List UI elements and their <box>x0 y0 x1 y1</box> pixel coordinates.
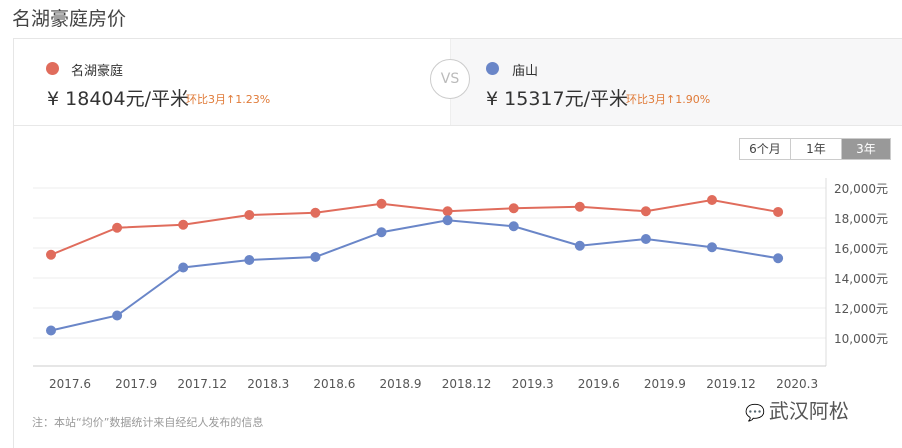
x-tick-label: 2019.3 <box>512 377 554 391</box>
period-selector: 6个月 1年 3年 <box>739 138 891 160</box>
data-point[interactable] <box>442 206 453 217</box>
currency: ¥ <box>47 88 60 110</box>
data-point[interactable] <box>508 221 519 232</box>
data-point[interactable] <box>178 219 189 230</box>
compare-left: 名湖豪庭 ¥ 18404元/平米 环比3月↑1.23% <box>14 39 450 125</box>
data-point[interactable] <box>442 215 453 226</box>
y-tick-labels: 20,000元 18,000元 16,000元 14,000元 12,000元 10,00… <box>834 182 888 346</box>
y-tick-label: 12,000元 <box>834 302 888 316</box>
data-point[interactable] <box>46 325 56 336</box>
comparison-header: 名湖豪庭 ¥ 18404元/平米 环比3月↑1.23% 庙山 ¥ 15317元/… <box>14 39 902 126</box>
data-point[interactable] <box>773 206 784 217</box>
y-tick-label: 10,000元 <box>834 332 888 346</box>
data-point[interactable] <box>244 255 255 265</box>
x-tick-label: 2018.6 <box>313 377 355 391</box>
x-tick-label: 2018.9 <box>380 377 422 391</box>
x-tick-label: 2018.3 <box>247 377 289 391</box>
y-tick-label: 14,000元 <box>834 272 888 286</box>
series-dot-icon <box>486 62 499 75</box>
x-tick-labels: 2017.6 2017.9 2017.12 2018.3 2018.6 2018.9 201… <box>49 377 818 391</box>
currency: ¥ <box>486 88 499 110</box>
watermark-text: 武汉阿松 <box>768 399 849 423</box>
x-tick-label: 2017.9 <box>115 377 157 391</box>
left-price: ¥ 18404元/平米 <box>47 84 189 111</box>
data-point[interactable] <box>376 198 387 209</box>
data-point[interactable] <box>508 203 519 214</box>
left-change: 环比3月↑1.23% <box>186 93 271 106</box>
price-comparison-card: 名湖豪庭 ¥ 18404元/平米 环比3月↑1.23% 庙山 ¥ 15317元/… <box>13 38 902 448</box>
y-tick-label: 16,000元 <box>834 242 888 256</box>
data-point[interactable] <box>773 253 784 264</box>
data-point[interactable] <box>178 262 189 273</box>
x-tick-label: 2020.3 <box>776 377 818 391</box>
compare-right: 庙山 ¥ 15317元/平米 环比3月↑1.90% <box>450 39 902 125</box>
data-point[interactable] <box>310 207 321 218</box>
data-point[interactable] <box>574 201 585 212</box>
series-dot-icon <box>46 62 59 75</box>
y-tick-label: 20,000元 <box>834 182 888 196</box>
data-point[interactable] <box>112 222 123 233</box>
data-point[interactable] <box>244 210 255 220</box>
x-tick-label: 2017.6 <box>49 377 91 391</box>
data-source-note: 注：本站“均价”数据统计来自经纪人发布的信息 <box>32 416 264 429</box>
x-tick-label: 2018.12 <box>442 377 492 391</box>
y-tick-label: 18,000元 <box>834 212 888 226</box>
period-6-months[interactable]: 6个月 <box>740 139 791 159</box>
data-point[interactable] <box>112 310 123 321</box>
x-tick-label: 2017.12 <box>177 377 227 391</box>
data-point[interactable] <box>46 249 56 260</box>
right-change: 环比3月↑1.90% <box>626 93 711 106</box>
period-3-years[interactable]: 3年 <box>842 139 890 159</box>
series-lines <box>46 195 784 336</box>
data-point[interactable] <box>707 242 717 253</box>
wechat-icon: 💬 <box>745 403 765 422</box>
x-tick-label: 2019.6 <box>578 377 620 391</box>
page-title: 名湖豪庭房价 <box>12 8 127 30</box>
period-1-year[interactable]: 1年 <box>791 139 842 159</box>
vs-badge: VS <box>430 59 470 99</box>
watermark: 💬 武汉阿松 <box>745 395 849 424</box>
data-point[interactable] <box>707 195 717 205</box>
series-line <box>50 198 779 256</box>
data-point[interactable] <box>640 234 651 244</box>
left-name: 名湖豪庭 <box>71 64 124 79</box>
gridlines <box>33 187 826 339</box>
right-price: ¥ 15317元/平米 <box>486 84 628 111</box>
data-point[interactable] <box>376 227 387 238</box>
x-tick-label: 2019.9 <box>644 377 686 391</box>
data-point[interactable] <box>310 252 321 262</box>
series-line <box>50 219 779 332</box>
data-point[interactable] <box>574 240 585 251</box>
right-price-value: 15317元/平米 <box>504 88 628 110</box>
left-price-value: 18404元/平米 <box>65 88 189 110</box>
x-tick-label: 2019.12 <box>706 377 756 391</box>
right-name: 庙山 <box>512 64 539 79</box>
data-point[interactable] <box>640 206 651 217</box>
